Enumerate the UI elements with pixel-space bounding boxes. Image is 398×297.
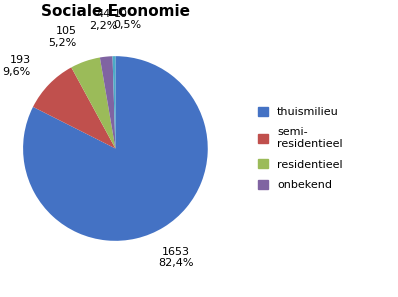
Text: 44
2,2%: 44 2,2% (90, 9, 118, 31)
Wedge shape (100, 56, 115, 148)
Text: 1653
82,4%: 1653 82,4% (158, 247, 194, 268)
Text: 10
0,5%: 10 0,5% (113, 9, 142, 30)
Text: 193
9,6%: 193 9,6% (2, 56, 31, 77)
Wedge shape (113, 56, 115, 148)
Wedge shape (71, 58, 115, 148)
Legend: thuismilieu, semi-
residentieel, residentieel, onbekend: thuismilieu, semi- residentieel, residen… (255, 104, 346, 193)
Wedge shape (23, 56, 208, 241)
Text: 105
5,2%: 105 5,2% (49, 26, 77, 48)
Title: Sociale Economie: Sociale Economie (41, 4, 190, 19)
Wedge shape (33, 67, 115, 148)
